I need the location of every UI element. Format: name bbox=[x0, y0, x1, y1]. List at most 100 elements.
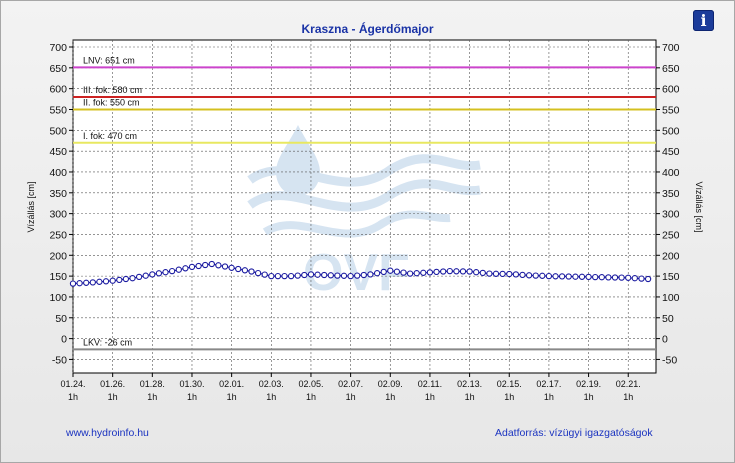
data-point bbox=[565, 273, 572, 280]
y-tick-label: -50 bbox=[52, 354, 67, 366]
data-point bbox=[347, 272, 354, 280]
data-point bbox=[354, 272, 361, 279]
data-point bbox=[473, 269, 480, 276]
x-tick-label: 02.03. bbox=[259, 379, 284, 389]
y-axis-label-left: Vízállás [cm] bbox=[26, 181, 36, 232]
threshold-label: LNV: 651 cm bbox=[83, 55, 135, 65]
data-point bbox=[314, 271, 321, 278]
hydroinfo-link[interactable]: www.hydroinfo.hu bbox=[66, 427, 149, 439]
data-point bbox=[241, 267, 249, 274]
y-tick-label: 600 bbox=[662, 84, 680, 96]
x-tick-label: 02.09. bbox=[378, 379, 403, 389]
series-water-level bbox=[69, 260, 652, 287]
data-point bbox=[466, 268, 473, 275]
data-point bbox=[188, 263, 196, 271]
data-source-text: Adatforrás: vízügyi igazgatóságok bbox=[495, 427, 653, 439]
y-tick-label: 350 bbox=[662, 188, 680, 200]
data-point bbox=[307, 271, 315, 278]
y-tick-label: 550 bbox=[662, 104, 680, 116]
y-tick-label: 400 bbox=[49, 167, 67, 179]
data-point bbox=[109, 277, 116, 284]
threshold-label: I. fok: 470 cm bbox=[83, 131, 137, 141]
data-point bbox=[155, 270, 163, 277]
x-tick-label: 02.17. bbox=[536, 379, 561, 389]
data-point bbox=[149, 271, 156, 278]
data-point bbox=[235, 265, 242, 273]
data-point bbox=[499, 270, 506, 278]
data-point bbox=[486, 270, 493, 277]
series-line bbox=[72, 263, 649, 285]
data-point bbox=[413, 270, 420, 277]
data-point bbox=[552, 273, 559, 280]
data-point bbox=[208, 260, 215, 268]
data-point bbox=[492, 270, 500, 277]
x-tick-sublabel: 1h bbox=[623, 392, 633, 402]
x-tick-label: 01.28. bbox=[140, 379, 165, 389]
data-point bbox=[519, 271, 526, 279]
data-point bbox=[545, 272, 553, 280]
threshold-label: III. fok: 580 cm bbox=[83, 85, 142, 95]
threshold-label: II. fok: 550 cm bbox=[83, 97, 140, 107]
y-tick-label: 50 bbox=[55, 313, 67, 325]
data-point bbox=[96, 278, 103, 285]
data-point bbox=[631, 275, 638, 282]
data-point bbox=[334, 272, 341, 279]
data-point bbox=[512, 271, 520, 278]
data-point bbox=[506, 270, 513, 278]
x-tick-label: 02.15. bbox=[497, 379, 522, 389]
data-point bbox=[274, 272, 282, 280]
x-tick-label: 02.13. bbox=[457, 379, 482, 389]
data-point bbox=[83, 279, 90, 286]
y-tick-label: 50 bbox=[662, 313, 674, 325]
y-tick-label: 650 bbox=[49, 63, 67, 75]
data-point bbox=[420, 269, 427, 276]
data-point bbox=[228, 264, 235, 271]
data-point bbox=[287, 272, 295, 280]
y-tick-label: 250 bbox=[662, 229, 680, 241]
data-point bbox=[380, 268, 387, 276]
y-axis-right: 7006506005505004504003503002502001501005… bbox=[656, 42, 680, 366]
x-tick-sublabel: 1h bbox=[266, 392, 276, 402]
data-point bbox=[221, 263, 229, 270]
data-point bbox=[539, 272, 546, 279]
x-tick-label: 02.19. bbox=[576, 379, 601, 389]
data-point bbox=[168, 267, 176, 275]
y-tick-label: 500 bbox=[49, 125, 67, 137]
data-point bbox=[585, 273, 592, 281]
data-point bbox=[446, 267, 453, 275]
data-point bbox=[175, 266, 182, 273]
data-point bbox=[572, 273, 579, 280]
data-point bbox=[611, 274, 619, 281]
x-tick-sublabel: 1h bbox=[346, 392, 356, 402]
data-point bbox=[618, 274, 625, 281]
data-point bbox=[360, 271, 367, 279]
y-tick-label: 200 bbox=[662, 250, 680, 262]
data-point bbox=[426, 269, 434, 276]
data-point bbox=[89, 279, 96, 286]
x-tick-label: 02.21. bbox=[616, 379, 641, 389]
y-axis-label-right: Vízállás [cm] bbox=[694, 181, 704, 232]
data-point bbox=[340, 272, 348, 279]
data-point bbox=[400, 269, 407, 276]
data-point bbox=[440, 268, 447, 275]
y-tick-label: 0 bbox=[61, 334, 67, 346]
y-tick-label: 550 bbox=[49, 104, 67, 116]
data-point bbox=[162, 269, 169, 276]
data-point bbox=[135, 273, 143, 281]
data-point bbox=[281, 272, 288, 280]
info-icon[interactable]: i bbox=[693, 10, 714, 31]
y-tick-label: 100 bbox=[49, 292, 67, 304]
data-point bbox=[373, 270, 381, 277]
y-tick-label: 450 bbox=[49, 146, 67, 158]
data-point bbox=[578, 273, 586, 280]
data-point bbox=[558, 273, 566, 280]
data-point bbox=[598, 274, 605, 281]
y-tick-label: 700 bbox=[662, 42, 680, 54]
data-point bbox=[142, 272, 149, 279]
threshold-label: LKV: -26 cm bbox=[83, 337, 132, 347]
data-point bbox=[294, 272, 301, 279]
data-point bbox=[261, 271, 268, 278]
y-tick-label: 100 bbox=[662, 292, 680, 304]
x-tick-sublabel: 1h bbox=[227, 392, 237, 402]
